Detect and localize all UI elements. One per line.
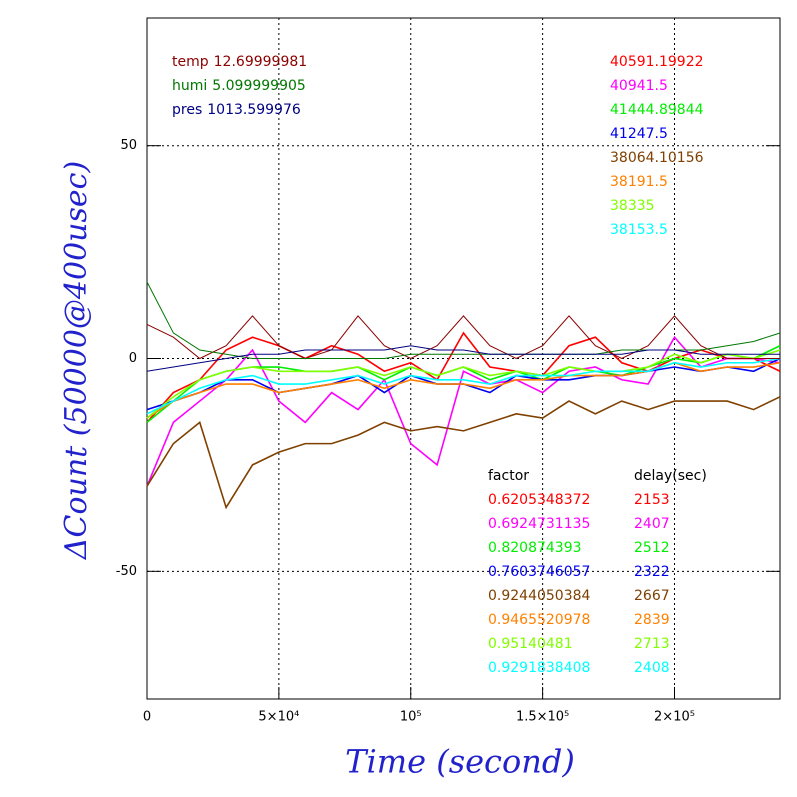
y-tick-label: -50: [116, 564, 137, 579]
series-factor: 0.95140481: [488, 636, 573, 652]
series-delay: 2322: [634, 564, 670, 580]
series-label: 40591.19922: [610, 54, 704, 70]
env-value: 5.099999905: [212, 78, 306, 94]
series-label: 41247.5: [610, 126, 668, 142]
series-line: [146, 396, 781, 510]
x-tick-label: 0: [143, 710, 151, 725]
series-line: [146, 315, 780, 360]
series-line: [146, 281, 781, 359]
series-delay: 2713: [634, 636, 670, 652]
series-label: 41444.89844: [610, 102, 704, 118]
series-delay: 2153: [634, 492, 670, 508]
series-delay: 2667: [634, 588, 670, 604]
series-factor: 0.9244050384: [488, 588, 591, 604]
series-factor: 0.820874393: [488, 540, 582, 556]
env-label: temp 12.69999981: [172, 54, 307, 70]
env-name: temp: [172, 54, 209, 70]
series-line: [146, 357, 781, 415]
x-tick-label: 5×10⁴: [258, 710, 299, 725]
factor-header: factor: [488, 468, 529, 484]
series-factor: 0.6205348372: [488, 492, 590, 508]
series-factor: 0.9291838408: [488, 660, 590, 676]
series-delay: 2839: [634, 612, 670, 628]
env-value: 1013.599976: [207, 102, 301, 118]
env-name: pres: [172, 102, 202, 118]
x-tick-label: 10⁵: [400, 710, 422, 725]
series-delay: 2408: [634, 660, 670, 676]
series-line: [146, 345, 780, 372]
series-label: 38335: [610, 198, 655, 214]
y-tick-label: 50: [120, 138, 137, 153]
series-factor: 0.6924731135: [488, 516, 590, 532]
env-value: 12.69999981: [214, 54, 308, 70]
series-line: [146, 349, 781, 419]
env-name: humi: [172, 78, 207, 94]
y-axis-label: ΔCount (50000@400usec): [59, 161, 94, 560]
env-label: pres 1013.599976: [172, 102, 301, 118]
x-axis-label: Time (second): [345, 743, 575, 781]
x-tick-label: 2×10⁵: [654, 710, 695, 725]
env-label: humi 5.099999905: [172, 78, 306, 94]
x-tick-label: 1.5×10⁵: [516, 710, 569, 725]
y-tick-label: 0: [129, 351, 137, 366]
delay-header: delay(sec): [634, 468, 707, 484]
series-label: 38064.10156: [610, 150, 704, 166]
series-delay: 2407: [634, 516, 670, 532]
series-label: 40941.5: [610, 78, 668, 94]
series-label: 38153.5: [610, 222, 668, 238]
series-factor: 0.9465520978: [488, 612, 590, 628]
series-factor: 0.7603746057: [488, 564, 590, 580]
series-delay: 2512: [634, 540, 670, 556]
series-label: 38191.5: [610, 174, 668, 190]
series-line: [146, 335, 781, 487]
